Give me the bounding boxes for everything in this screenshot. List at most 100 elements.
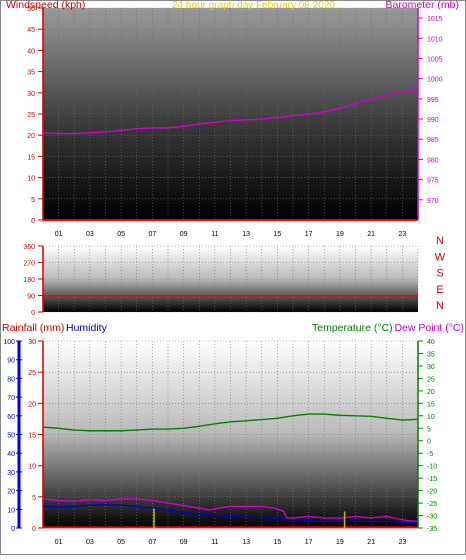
barometer-tick-label: 985 bbox=[427, 137, 439, 144]
windspeed-tick-label: 50 bbox=[27, 6, 35, 13]
rainfall-tick-label: 25 bbox=[28, 370, 36, 377]
temperature-tick-label: -25 bbox=[427, 501, 437, 508]
temperature-tick-label: 0 bbox=[427, 439, 431, 446]
windspeed-tick-label: 35 bbox=[27, 70, 35, 77]
panel3-x-tick-label: 17 bbox=[305, 539, 313, 546]
panel1-series bbox=[42, 88, 419, 221]
humidity-tick-label: 70 bbox=[7, 395, 15, 402]
windspeed-tick-label: 5 bbox=[31, 197, 35, 204]
panel1-x-tick-label: 03 bbox=[86, 231, 94, 238]
panel3-x-tick-label: 23 bbox=[398, 539, 406, 546]
windspeed-title: Windspeed (kph) bbox=[6, 0, 85, 11]
panel3-x-axis: 01 03 05 07 09 11 13 15 17 19 21 23 bbox=[55, 539, 407, 546]
temperature-tick-label: -5 bbox=[427, 451, 433, 458]
panel1-x-tick-label: 19 bbox=[336, 231, 344, 238]
rainfall-tick-label: 20 bbox=[28, 401, 36, 408]
windspeed-tick-label: 40 bbox=[27, 48, 35, 55]
direction-axis: 0 90 180 270 360 bbox=[23, 244, 44, 317]
barometer-tick-label: 970 bbox=[427, 198, 439, 205]
compass-label: E bbox=[436, 284, 443, 296]
temperature-tick-label: 10 bbox=[427, 414, 435, 421]
panel1-x-tick-label: 17 bbox=[305, 231, 313, 238]
direction-tick-label: 90 bbox=[27, 294, 35, 301]
temperature-tick-label: -20 bbox=[427, 489, 437, 496]
barometer-tick-label: 1000 bbox=[427, 77, 443, 84]
panel3-x-tick-label: 07 bbox=[148, 539, 156, 546]
temperature-axis: -35 -30 -25 -20 -15 -10 -5 0 5 10 15 20 25 30 35 40 bbox=[417, 339, 437, 533]
panel3-x-tick-label: 19 bbox=[336, 539, 344, 546]
panel3-x-tick-label: 01 bbox=[55, 539, 63, 546]
panel3-series bbox=[42, 413, 419, 529]
panel3-x-tick-label: 09 bbox=[180, 539, 188, 546]
humidity-tick-label: 40 bbox=[7, 451, 15, 458]
panel3-x-tick-label: 13 bbox=[242, 539, 250, 546]
humidity-tick-label: 30 bbox=[7, 470, 15, 477]
humidity-tick-label: 10 bbox=[7, 507, 15, 514]
temperature-tick-label: 25 bbox=[427, 376, 435, 383]
humidity-tick-label: 100 bbox=[3, 339, 15, 346]
humidity-tick-label: 0 bbox=[11, 526, 15, 533]
compass-label: N bbox=[436, 300, 444, 312]
humidity-tick-label: 20 bbox=[7, 489, 15, 496]
humidity-axis: 0 10 20 30 40 50 60 70 80 90 100 bbox=[3, 339, 22, 533]
windspeed-tick-label: 10 bbox=[27, 176, 35, 183]
barometer-tick-label: 1010 bbox=[427, 36, 443, 43]
chart-title: 24 hour graph day February 08 2020 bbox=[172, 0, 335, 11]
panel1-x-tick-label: 13 bbox=[242, 231, 250, 238]
humidity-tick-label: 80 bbox=[7, 376, 15, 383]
windspeed-tick-label: 15 bbox=[27, 154, 35, 161]
barometer-tick-label: 990 bbox=[427, 117, 439, 124]
barometer-tick-label: 975 bbox=[427, 178, 439, 185]
panel1-x-tick-label: 01 bbox=[55, 231, 63, 238]
barometer-tick-label: 1005 bbox=[427, 56, 443, 63]
compass-label: S bbox=[436, 268, 443, 280]
humidity-tick-label: 90 bbox=[7, 358, 15, 365]
humidity-title: Humidity bbox=[66, 322, 108, 334]
barometer-line bbox=[42, 88, 419, 135]
compass-label: N bbox=[436, 235, 444, 247]
panel3-x-tick-label: 21 bbox=[367, 539, 375, 546]
temperature-tick-label: 20 bbox=[427, 389, 435, 396]
barometer-axis: 970 975 980 985 990 995 1000 1005 1010 1015 bbox=[417, 8, 443, 220]
windspeed-tick-label: 30 bbox=[27, 91, 35, 98]
barometer-tick-label: 1015 bbox=[427, 16, 443, 23]
panel1-x-tick-label: 11 bbox=[211, 231, 218, 238]
barometer-title: Barometer (mb) bbox=[385, 0, 459, 11]
direction-tick-label: 0 bbox=[31, 310, 35, 317]
panel1-x-tick-label: 21 bbox=[367, 231, 375, 238]
panel1-x-tick-label: 05 bbox=[117, 231, 125, 238]
panel3-x-tick-label: 11 bbox=[211, 539, 218, 546]
rainfall-tick-label: 5 bbox=[32, 495, 36, 502]
rainfall-tick-label: 0 bbox=[32, 526, 36, 533]
rainfall-title: Rainfall (mm) bbox=[2, 322, 64, 334]
panel3-x-tick-label: 03 bbox=[86, 539, 94, 546]
windspeed-tick-label: 20 bbox=[27, 133, 35, 140]
direction-tick-label: 270 bbox=[23, 261, 35, 268]
panel3-x-tick-label: 15 bbox=[273, 539, 281, 546]
panel3-x-tick-label: 05 bbox=[117, 539, 125, 546]
humidity-tick-label: 60 bbox=[7, 414, 15, 421]
temperature-tick-label: -10 bbox=[427, 464, 437, 471]
temperature-tick-label: -30 bbox=[427, 514, 437, 521]
humidity-line bbox=[42, 504, 419, 524]
temperature-tick-label: 30 bbox=[427, 364, 435, 371]
windspeed-tick-label: 25 bbox=[27, 112, 35, 119]
rainfall-tick-label: 30 bbox=[28, 339, 36, 346]
barometer-tick-label: 995 bbox=[427, 97, 439, 104]
temperature-tick-label: -15 bbox=[427, 476, 437, 483]
rainfall-axis: 0 5 10 15 20 25 30 bbox=[28, 339, 44, 533]
direction-tick-label: 360 bbox=[23, 244, 35, 251]
temperature-tick-label: 5 bbox=[427, 426, 431, 433]
windspeed-tick-label: 0 bbox=[31, 218, 35, 225]
windspeed-axis: 0 5 10 15 20 25 30 35 40 45 50 bbox=[27, 6, 44, 225]
direction-tick-label: 180 bbox=[23, 277, 35, 284]
temperature-line bbox=[42, 413, 419, 432]
temperature-title: Temperature (°C) bbox=[312, 322, 393, 334]
barometer-tick-label: 980 bbox=[427, 157, 439, 164]
temperature-tick-label: 40 bbox=[427, 339, 435, 346]
rainfall-tick-label: 10 bbox=[28, 464, 36, 471]
